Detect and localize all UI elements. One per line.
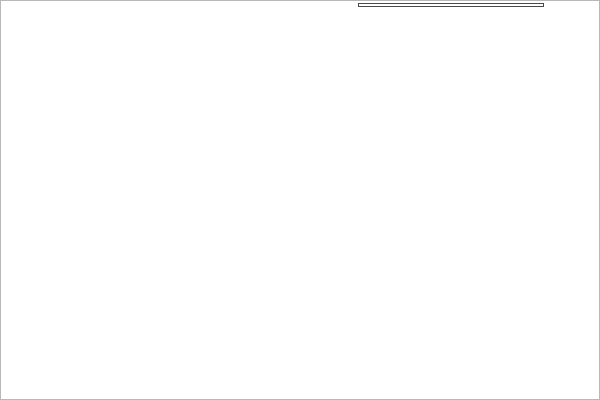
pump-title-box bbox=[358, 3, 544, 7]
